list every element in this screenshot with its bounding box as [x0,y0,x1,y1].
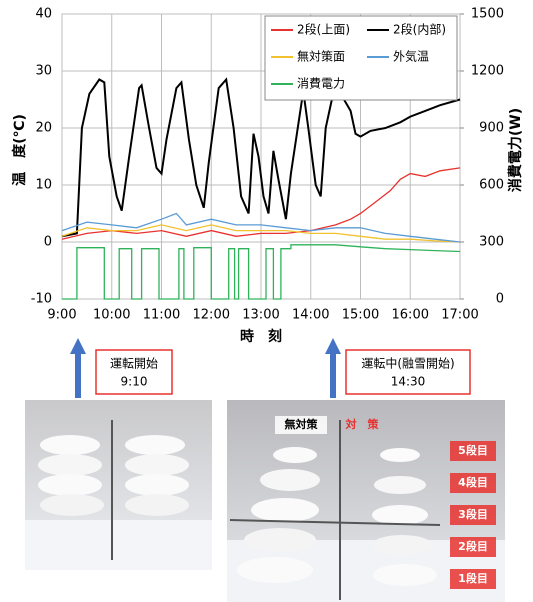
y-axis-title: 温 度(℃) [11,114,28,186]
y-tick-label: 0 [44,235,52,250]
x-axis-title: 時 刻 [240,328,282,345]
annotation: 9:10 [121,375,148,389]
x-tick-label: 13:00 [242,308,279,323]
x-tick-label: 9:00 [47,308,76,323]
y2-tick-label: 1500 [471,7,504,22]
x-tick-label: 14:00 [292,308,329,323]
y-tick-label: -10 [31,292,52,307]
legend-label: 2段(上面) [297,22,350,37]
x-tick-label: 17:00 [441,308,478,323]
stage-label: 3段目 [458,507,488,521]
y-tick-label: 30 [35,64,52,79]
y2-tick-label: 300 [479,235,504,250]
annotation: 運転中(融雪開始) [361,356,454,371]
photo-left [25,400,212,570]
stage-label: 5段目 [458,443,488,457]
y-tick-label: 40 [35,7,52,22]
annotation-arrows: 運転開始 9:10 運転中(融雪開始) 14:30 [70,338,470,398]
y-tick-label: 10 [35,178,52,193]
plot: 9:00 10:00 11:00 12:00 13:00 14:00 15:00 16:00 1… [11,7,524,346]
y2-tick-label: 1200 [471,64,504,79]
y2-tick-label: 600 [479,178,504,193]
stage-label: 1段目 [458,571,488,585]
chart: 無対策 対 策 運転開始 9:10 運転中(融雪開始) 14:30 9:00 10… [0,0,533,602]
y2-axis-title: 消費電力(W) [507,108,524,192]
stage-label: 4段目 [458,475,488,489]
legend-label: 無対策面 [297,49,345,64]
y2-tick-label: 900 [479,121,504,136]
y-tick-label: 20 [35,121,52,136]
photo-label: 無対策 [285,417,319,431]
legend-label: 外気温 [393,49,429,64]
x-tick-label: 15:00 [342,308,379,323]
y2-tick-label: 0 [496,292,504,307]
annotation: 14:30 [391,375,426,389]
x-tick-label: 11:00 [143,308,180,323]
stage-label: 2段目 [458,539,488,553]
legend-label: 2段(内部) [393,22,446,37]
x-tick-label: 10:00 [93,308,130,323]
x-tick-label: 12:00 [193,308,230,323]
legend-label: 消費電力 [297,76,345,91]
x-tick-label: 16:00 [392,308,429,323]
photo-label: 対 策 [345,417,380,431]
annotation: 運転開始 [110,357,158,371]
